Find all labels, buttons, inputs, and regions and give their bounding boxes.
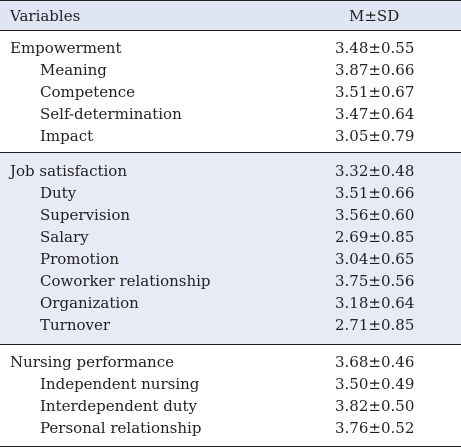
table-row: Promotion 3.04±0.65 [0,248,461,270]
table-row: Organization 3.18±0.64 [0,292,461,314]
row-value: 3.18±0.64 [335,294,415,312]
row-label: Salary [40,228,89,246]
table-row: Personal relationship 3.76±0.52 [0,417,461,439]
row-value: 3.50±0.49 [335,375,415,393]
row-label: Promotion [40,250,120,268]
header-msd: M±SD [349,7,400,25]
section-nursing-performance: Nursing performance 3.68±0.46 Independen… [0,344,461,447]
table-row: Coworker relationship 3.75±0.56 [0,270,461,292]
table-row: Impact 3.05±0.79 [0,125,461,147]
row-value: 3.82±0.50 [335,397,415,415]
row-value: 3.76±0.52 [335,419,415,437]
row-value: 3.48±0.55 [335,39,415,57]
row-label: Organization [40,294,139,312]
row-label: Duty [40,184,77,202]
table-row: Nursing performance 3.68±0.46 [0,351,461,373]
table-row: Salary 2.69±0.85 [0,226,461,248]
table-row: Job satisfaction 3.32±0.48 [0,160,461,182]
row-value: 3.56±0.60 [335,206,415,224]
table-row: Empowerment 3.48±0.55 [0,37,461,59]
row-label: Impact [40,127,94,145]
row-label: Competence [40,83,136,101]
row-value: 3.87±0.66 [335,61,415,79]
row-value: 2.71±0.85 [335,316,415,334]
row-value: 3.05±0.79 [335,127,415,145]
row-label: Coworker relationship [40,272,211,290]
row-value: 3.68±0.46 [335,353,415,371]
row-label: Self-determination [40,105,182,123]
table-row: Competence 3.51±0.67 [0,81,461,103]
row-label: Empowerment [10,39,122,57]
table-row: Interdependent duty 3.82±0.50 [0,395,461,417]
section-empowerment: Empowerment 3.48±0.55 Meaning 3.87±0.66 … [0,31,461,152]
row-label: Interdependent duty [40,397,197,415]
row-value: 2.69±0.85 [335,228,415,246]
table-header: Variables M±SD [0,0,461,31]
row-label: Independent nursing [40,375,200,393]
row-value: 3.75±0.56 [335,272,415,290]
row-label: Personal relationship [40,419,202,437]
table-row: Independent nursing 3.50±0.49 [0,373,461,395]
table-row: Self-determination 3.47±0.64 [0,103,461,125]
row-label: Nursing performance [10,353,174,371]
row-value: 3.04±0.65 [335,250,415,268]
table-row: Supervision 3.56±0.60 [0,204,461,226]
row-label: Turnover [40,316,111,334]
section-job-satisfaction: Job satisfaction 3.32±0.48 Duty 3.51±0.6… [0,152,461,344]
table-row: Meaning 3.87±0.66 [0,59,461,81]
header-variables: Variables [10,7,81,25]
table-row: Duty 3.51±0.66 [0,182,461,204]
row-label: Meaning [40,61,107,79]
row-value: 3.32±0.48 [335,162,415,180]
row-value: 3.51±0.67 [335,83,415,101]
row-label: Job satisfaction [10,162,127,180]
row-label: Supervision [40,206,131,224]
row-value: 3.47±0.64 [335,105,415,123]
table-row: Turnover 2.71±0.85 [0,314,461,336]
row-value: 3.51±0.66 [335,184,415,202]
